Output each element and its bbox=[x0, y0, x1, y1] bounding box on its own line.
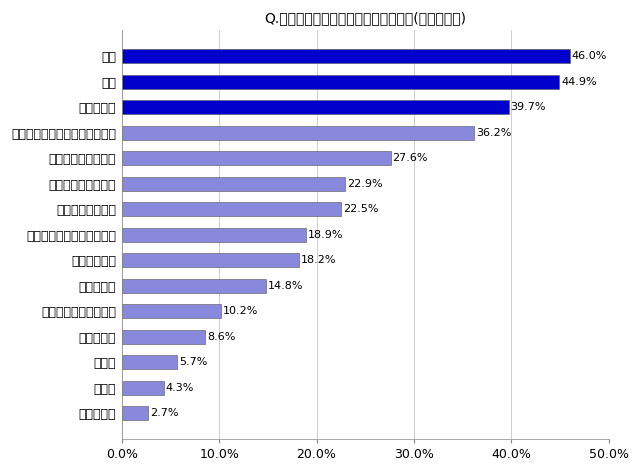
Title: Q.あなたの疲労解消法はなんですか？(複数回答可): Q.あなたの疲労解消法はなんですか？(複数回答可) bbox=[264, 11, 467, 25]
Text: 22.9%: 22.9% bbox=[347, 178, 382, 189]
Text: 10.2%: 10.2% bbox=[223, 306, 259, 316]
Text: 27.6%: 27.6% bbox=[392, 153, 428, 163]
Bar bbox=[122, 75, 559, 89]
Text: 2.7%: 2.7% bbox=[150, 408, 179, 418]
Bar bbox=[122, 151, 390, 165]
Bar bbox=[122, 253, 299, 267]
Text: 44.9%: 44.9% bbox=[561, 76, 596, 86]
Text: 8.6%: 8.6% bbox=[207, 332, 236, 342]
Text: 14.8%: 14.8% bbox=[268, 281, 303, 291]
Bar bbox=[122, 202, 341, 216]
Text: 22.5%: 22.5% bbox=[343, 204, 378, 214]
Text: 4.3%: 4.3% bbox=[166, 383, 194, 393]
Bar bbox=[122, 49, 570, 63]
Text: 18.9%: 18.9% bbox=[308, 230, 343, 240]
Bar bbox=[122, 381, 164, 395]
Text: 39.7%: 39.7% bbox=[511, 102, 546, 112]
Bar bbox=[122, 177, 345, 191]
Bar bbox=[122, 278, 266, 293]
Bar bbox=[122, 126, 474, 140]
Text: 5.7%: 5.7% bbox=[179, 357, 207, 367]
Bar bbox=[122, 304, 221, 318]
Bar bbox=[122, 406, 148, 420]
Bar bbox=[122, 100, 509, 114]
Text: 46.0%: 46.0% bbox=[572, 51, 607, 61]
Bar bbox=[122, 330, 205, 344]
Bar bbox=[122, 355, 177, 369]
Text: 36.2%: 36.2% bbox=[476, 127, 512, 137]
Bar bbox=[122, 228, 306, 242]
Text: 18.2%: 18.2% bbox=[301, 255, 337, 265]
